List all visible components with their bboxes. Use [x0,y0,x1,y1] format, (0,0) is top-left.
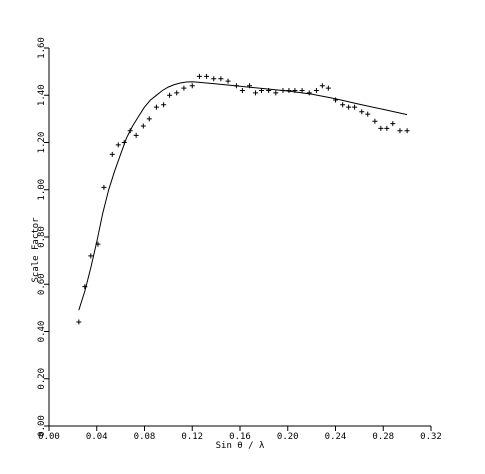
data-point [346,104,352,110]
y-tick-label: 1.00 [37,179,47,201]
data-point [196,73,202,79]
data-point [352,104,358,110]
x-tick-label: 0.04 [86,432,108,442]
data-point [378,125,384,131]
data-point [299,88,305,94]
data-point [146,116,152,122]
data-point [325,85,331,91]
data-point [273,90,279,96]
x-tick-label: 0.24 [325,432,347,442]
data-point [397,128,403,134]
x-tick-label: 0.12 [181,432,203,442]
y-axis-ticks: 0.00 0.20 0.40 0.60 0.80 1.00 1.20 1.40 1.60 [37,37,49,437]
data-point [133,132,139,138]
data-point [88,253,94,259]
x-tick-label: 0.00 [38,432,60,442]
data-point [340,102,346,108]
data-point [280,88,286,94]
data-point [82,284,88,290]
data-point [306,90,312,96]
x-tick-label: 0.28 [372,432,394,442]
data-point [101,184,107,190]
x-tick-label: 0.32 [420,432,442,442]
data-point [258,88,264,94]
data-point [266,88,272,94]
y-tick-label: 1.20 [37,132,47,154]
y-tick-label: 0.80 [37,226,47,248]
data-point [390,121,396,127]
data-point [239,88,245,94]
data-point [161,102,167,108]
data-point [153,104,159,110]
data-point [109,151,115,157]
data-point [127,128,133,134]
x-tick-label: 0.08 [134,432,156,442]
data-point [253,90,259,96]
data-point [286,88,292,94]
data-point [189,83,195,89]
data-point [233,83,239,89]
data-point [225,78,231,84]
data-point [218,76,224,82]
data-point [140,123,146,129]
axes [48,48,431,427]
data-point [359,109,365,115]
data-point [319,83,325,89]
data-point [121,140,127,145]
x-tick-label: 0.16 [229,432,251,442]
data-point [181,85,187,91]
data-point [372,118,378,124]
y-tick-label: 0.60 [37,273,47,295]
data-point [247,83,253,89]
y-tick-label: 0.40 [37,321,47,343]
data-point [365,111,371,117]
data-point [404,128,410,134]
x-axis-label: Sin θ / λ [216,441,265,451]
y-tick-label: 0.00 [37,415,47,437]
x-axis-ticks: 0.00 0.04 0.08 0.12 0.16 0.20 0.24 0.28 0.32 [38,426,442,442]
data-point [115,142,121,148]
data-points [76,73,410,325]
data-point [95,241,101,247]
data-point [204,73,210,79]
data-point [76,319,82,325]
fit-curve [78,81,408,311]
y-tick-label: 0.20 [37,368,47,390]
data-point [384,125,390,131]
y-tick-label: 1.40 [37,84,47,106]
data-point [174,90,180,96]
y-tick-label: 1.60 [37,37,47,59]
data-point [167,92,173,98]
data-point [333,97,338,103]
data-point [211,76,217,82]
data-point [292,88,298,94]
y-axis-label: Scale Factor [31,217,41,283]
data-point [313,88,319,94]
x-tick-label: 0.20 [277,432,299,442]
